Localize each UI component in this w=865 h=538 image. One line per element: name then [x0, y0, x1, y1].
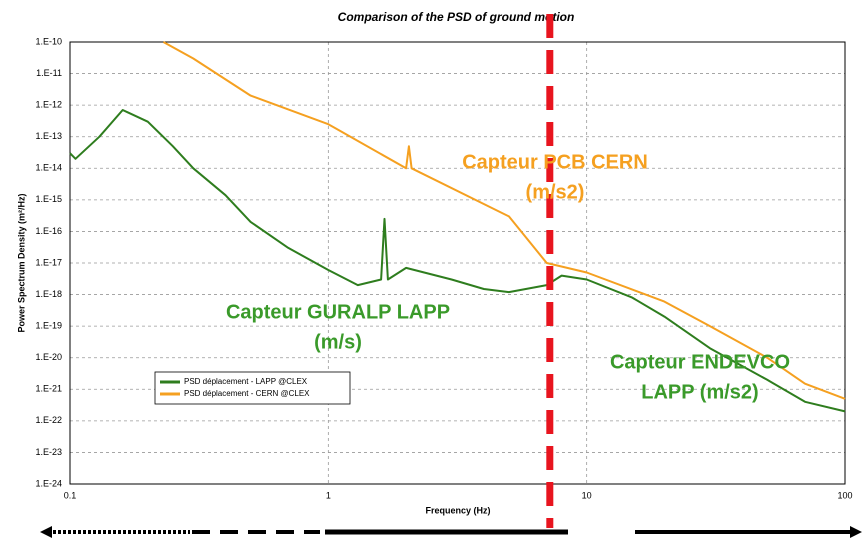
y-tick-label: 1.E-12 — [35, 100, 62, 110]
y-tick-label: 1.E-23 — [35, 447, 62, 457]
y-tick-label: 1.E-17 — [35, 257, 62, 267]
y-tick-label: 1.E-10 — [35, 36, 62, 46]
y-tick-label: 1.E-15 — [35, 194, 62, 204]
legend-label: PSD déplacement - LAPP @CLEX — [184, 377, 308, 386]
x-tick-label: 10 — [582, 490, 592, 500]
legend: PSD déplacement - LAPP @CLEX PSD déplacem… — [154, 371, 351, 405]
y-tick-label: 1.E-20 — [35, 352, 62, 362]
y-tick-label: 1.E-21 — [35, 384, 62, 394]
annotation: (m/s) — [314, 331, 362, 353]
chart-title: Comparison of the PSD of ground motion — [338, 10, 575, 24]
legend-box — [154, 371, 351, 405]
x-axis-label: Frequency (Hz) — [425, 505, 490, 515]
annotation: Capteur PCB CERN — [462, 151, 648, 173]
arrow-head — [850, 526, 862, 538]
y-tick-label: 1.E-24 — [35, 478, 62, 488]
y-tick-label: 1.E-16 — [35, 226, 62, 236]
x-tick-label: 100 — [837, 490, 852, 500]
y-tick-label: 1.E-11 — [36, 68, 62, 78]
y-tick-label: 1.E-22 — [35, 415, 62, 425]
annotation: Capteur ENDEVCO — [610, 351, 790, 373]
x-tick-label: 0.1 — [64, 490, 77, 500]
annotation: (m/s2) — [526, 181, 585, 203]
y-tick-label: 1.E-19 — [35, 321, 62, 331]
bottom-arrows — [40, 526, 862, 538]
arrow-head — [40, 526, 52, 538]
series-line — [162, 41, 846, 400]
y-tick-label: 1.E-14 — [35, 163, 62, 173]
x-tick-label: 1 — [326, 490, 331, 500]
legend-label: PSD déplacement - CERN @CLEX — [184, 389, 310, 398]
plot-frame — [69, 41, 846, 485]
annotation: Capteur GURALP LAPP — [226, 301, 450, 323]
y-tick-label: 1.E-13 — [35, 131, 62, 141]
annotation: LAPP (m/s2) — [641, 381, 758, 403]
y-axis-label: Power Spectrum Density (m²/Hz) — [16, 193, 26, 332]
series-line — [69, 109, 846, 413]
y-tick-label: 1.E-18 — [35, 289, 62, 299]
